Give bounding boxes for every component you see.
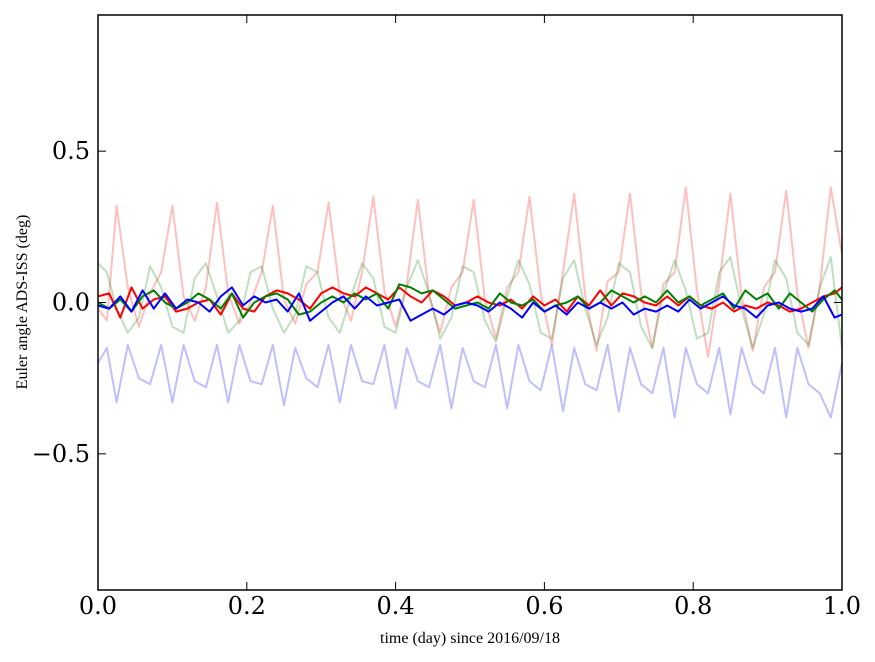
x-tick-label-3: 0.6 [525, 592, 563, 620]
x-tick-label-1: 0.2 [228, 592, 266, 620]
y-tick-label-1: 0.0 [52, 289, 90, 317]
y-tick-label-2: −0.5 [32, 440, 90, 468]
y-axis-label: Euler angle ADS-ISS (deg) [14, 215, 31, 390]
y-tick-label-0: 0.5 [52, 137, 90, 165]
x-tick-label-0: 0.0 [79, 592, 117, 620]
x-tick-label-2: 0.4 [377, 592, 415, 620]
x-tick-label-4: 0.8 [674, 592, 712, 620]
series-line-3 [97, 286, 843, 319]
tick-layer [97, 15, 843, 590]
series-line-5 [97, 286, 843, 322]
series-layer [97, 186, 843, 419]
series-line-2 [97, 343, 843, 419]
x-tick-label-5: 1.0 [823, 592, 861, 620]
x-axis-label: time (day) since 2016/09/18 [380, 630, 560, 647]
series-line-1 [97, 256, 843, 349]
